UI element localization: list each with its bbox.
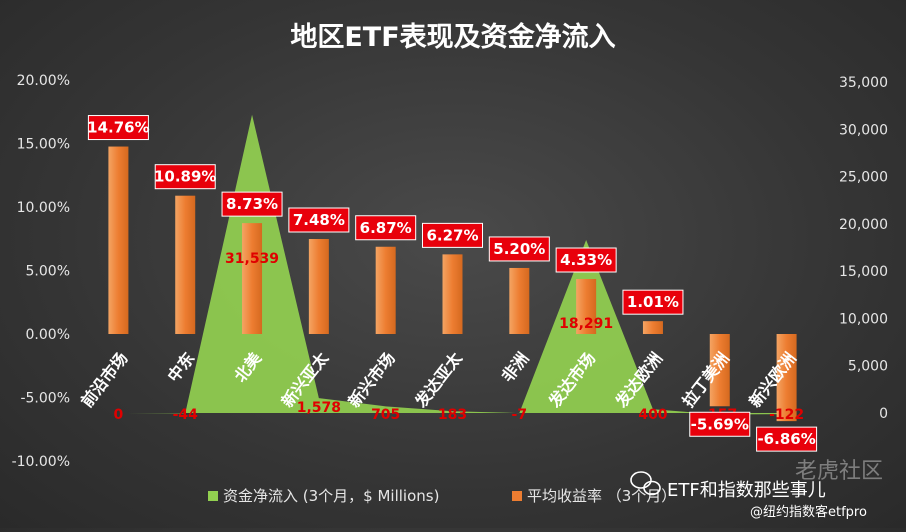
bar-return-1 bbox=[175, 195, 196, 334]
legend-item-return: 平均收益率 （3个月） bbox=[527, 487, 676, 505]
wechat-icon bbox=[630, 471, 661, 496]
svg-text:4.33%: 4.33% bbox=[560, 251, 612, 269]
x-category-label: 新兴市场 bbox=[344, 349, 398, 411]
svg-text:5.20%: 5.20% bbox=[493, 240, 545, 258]
return-data-label: 5.20% bbox=[488, 236, 550, 262]
svg-text:14.76%: 14.76% bbox=[87, 119, 149, 137]
svg-text:-5.69%: -5.69% bbox=[691, 415, 749, 433]
y-left-tick-label: 0.00% bbox=[26, 327, 70, 343]
bar-return-3 bbox=[308, 239, 329, 334]
return-data-label: -6.86% bbox=[756, 426, 818, 452]
bar-return-9 bbox=[709, 334, 730, 407]
watermark-ghost: 老虎社区 bbox=[795, 459, 883, 484]
y-right-tick-label: 25,000 bbox=[839, 170, 888, 186]
return-data-label: 6.27% bbox=[422, 222, 483, 248]
y-right-tick-label: 5,000 bbox=[848, 359, 888, 375]
y-right-tick-label: 35,000 bbox=[839, 75, 888, 91]
watermark-sub: @纽约指数客etfpro bbox=[750, 504, 867, 520]
svg-text:8.73%: 8.73% bbox=[226, 195, 278, 213]
flow-data-label: 18,291 bbox=[559, 316, 613, 332]
y-right-tick-label: 20,000 bbox=[839, 217, 888, 233]
return-data-label: -5.69% bbox=[689, 411, 751, 437]
bar-return-8 bbox=[642, 321, 663, 334]
y-left-tick-label: -10.00% bbox=[12, 454, 70, 470]
bar-return-7 bbox=[576, 279, 597, 334]
watermark-main: ETF和指数那些事儿 bbox=[667, 480, 826, 501]
svg-text:10.89%: 10.89% bbox=[154, 168, 216, 186]
svg-text:6.87%: 6.87% bbox=[360, 219, 412, 237]
y-right-tick-label: 0 bbox=[879, 406, 888, 422]
x-category-label: 非洲 bbox=[498, 349, 533, 386]
y-left-tick-label: 20.00% bbox=[17, 73, 70, 89]
bar-return-0 bbox=[108, 146, 129, 334]
return-data-label: 6.87% bbox=[355, 215, 417, 241]
return-data-label: 1.01% bbox=[622, 289, 684, 315]
return-data-label: 4.33% bbox=[555, 247, 617, 273]
return-data-label: 7.48% bbox=[288, 207, 350, 233]
legend-swatch-flow bbox=[208, 491, 218, 501]
legend-item-flow: 资金净流入 (3个月，$ Millions) bbox=[223, 487, 439, 505]
flow-data-label: 400 bbox=[638, 407, 667, 423]
flow-data-label: 1,578 bbox=[297, 400, 341, 416]
y-left-tick-label: 15.00% bbox=[17, 137, 70, 153]
flow-data-label: 0 bbox=[114, 407, 124, 423]
y-right-tick-label: 15,000 bbox=[839, 264, 888, 280]
return-data-label: 10.89% bbox=[154, 164, 216, 190]
flow-data-label: 705 bbox=[371, 407, 400, 423]
x-category-label: 前沿市场 bbox=[77, 349, 131, 411]
legend-swatch-return bbox=[512, 491, 522, 501]
svg-text:7.48%: 7.48% bbox=[293, 211, 345, 229]
svg-text:1.01%: 1.01% bbox=[627, 293, 679, 311]
flow-data-label: -7 bbox=[512, 407, 528, 423]
flow-data-label: 31,539 bbox=[225, 251, 279, 267]
flow-data-label: -44 bbox=[173, 407, 199, 423]
bar-return-4 bbox=[375, 246, 396, 334]
chart-title: 地区ETF表现及资金净流入 bbox=[290, 21, 615, 53]
y-right-tick-label: 10,000 bbox=[839, 311, 888, 327]
y-right-tick-label: 30,000 bbox=[839, 122, 888, 138]
flow-data-label: -122 bbox=[769, 407, 804, 423]
bar-return-6 bbox=[509, 267, 530, 334]
return-data-label: 14.76% bbox=[87, 115, 150, 141]
flow-data-label: 183 bbox=[438, 407, 467, 423]
y-left-tick-label: 5.00% bbox=[26, 264, 70, 280]
return-data-label: 8.73% bbox=[221, 191, 283, 217]
y-left-tick-label: -5.00% bbox=[20, 391, 70, 407]
bar-return-2 bbox=[242, 223, 263, 334]
svg-text:-6.86%: -6.86% bbox=[757, 430, 815, 448]
y-left-tick-label: 10.00% bbox=[17, 200, 70, 216]
bar-return-10 bbox=[776, 334, 797, 422]
x-category-label: 发达亚太 bbox=[411, 348, 467, 412]
area-series-flow bbox=[118, 114, 787, 415]
svg-text:6.27%: 6.27% bbox=[426, 226, 478, 244]
bar-return-5 bbox=[442, 254, 463, 334]
